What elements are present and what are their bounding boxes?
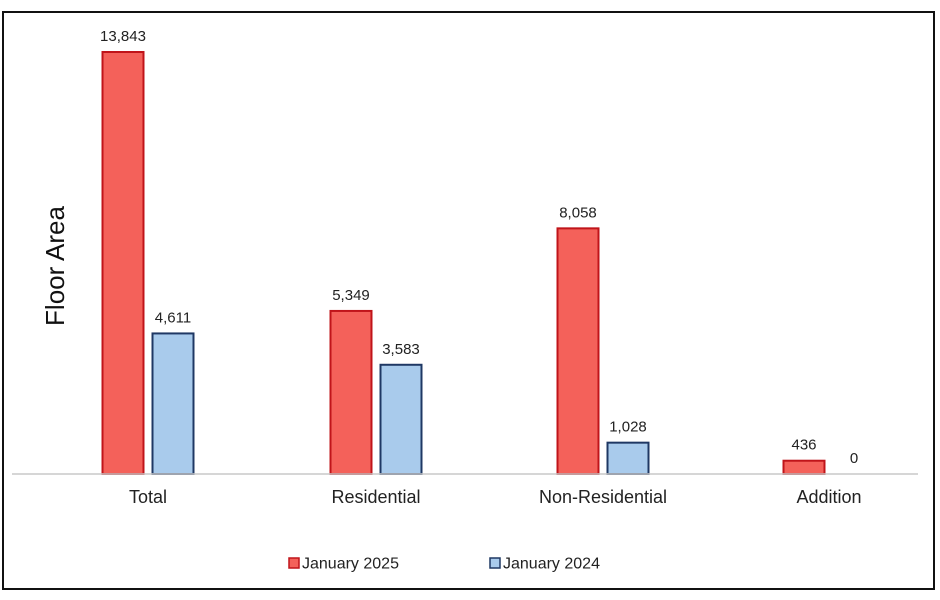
bar-january-2024-total (151, 332, 195, 475)
bar-january-2025-addition (782, 459, 826, 475)
category-label: Residential (331, 487, 420, 507)
bar-january-2024-residential (379, 363, 423, 476)
data-label-january-2024-addition: 0 (850, 450, 858, 467)
legend-swatch (288, 557, 300, 569)
y-axis-label: Floor Area (40, 205, 70, 325)
data-label-january-2025-addition: 436 (791, 437, 816, 454)
category-label: Addition (796, 487, 861, 507)
data-label-january-2024-residential: 3,583 (382, 341, 420, 358)
data-label-january-2025-non-residential: 8,058 (559, 204, 597, 221)
category-label: Non-Residential (539, 487, 667, 507)
bar-january-2025-non-residential (556, 227, 600, 475)
data-label-january-2025-total: 13,843 (100, 28, 146, 45)
chart-frame (2, 11, 935, 590)
legend-label: January 2025 (302, 556, 399, 573)
legend-swatch (489, 557, 501, 569)
bar-january-2025-residential (329, 309, 373, 475)
data-label-january-2024-non-residential: 1,028 (609, 419, 647, 436)
data-label-january-2025-residential: 5,349 (332, 287, 370, 304)
bar-january-2024-non-residential (606, 441, 650, 476)
bar-january-2025-total (101, 51, 145, 475)
category-label: Total (129, 487, 167, 507)
data-label-january-2024-total: 4,611 (155, 309, 191, 326)
legend-label: January 2024 (503, 556, 600, 573)
